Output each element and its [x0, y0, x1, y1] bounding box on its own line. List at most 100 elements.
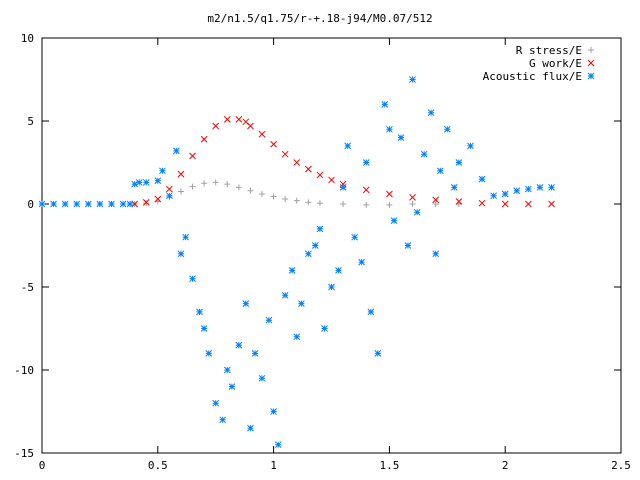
data-point: [224, 181, 231, 188]
data-point: [166, 192, 173, 200]
data-point: [142, 198, 150, 206]
data-point: [404, 242, 412, 249]
data-point: [73, 200, 81, 208]
data-point: [119, 200, 127, 208]
data-point: [390, 217, 398, 224]
data-point: [432, 201, 439, 207]
data-point: [228, 383, 236, 390]
data-point: [328, 283, 335, 291]
x-tick-label: 2.5: [611, 459, 631, 472]
data-point: [432, 196, 440, 204]
data-point: [293, 333, 301, 341]
series-0: [131, 179, 462, 208]
data-point: [436, 167, 444, 175]
data-point: [223, 366, 231, 374]
data-point: [281, 150, 289, 158]
y-tick-label: -15: [14, 447, 34, 460]
data-point: [351, 233, 359, 241]
data-point: [242, 300, 250, 307]
data-point: [182, 233, 189, 241]
data-point: [258, 374, 266, 382]
data-point: [420, 150, 428, 158]
data-point: [142, 179, 150, 186]
axes: 0 0.5 1 1.5 2 2.5 -15 -10 -5 0 5 10: [14, 32, 631, 472]
data-point: [177, 170, 185, 178]
series-2: [38, 76, 555, 449]
data-point: [450, 184, 458, 191]
data-point: [159, 167, 166, 175]
data-point: [409, 194, 416, 201]
data-point: [189, 183, 196, 190]
data-point: [251, 350, 259, 357]
data-point: [223, 115, 231, 123]
data-point: [235, 341, 243, 349]
data-point: [344, 142, 352, 150]
data-point: [409, 201, 416, 207]
data-point: [386, 201, 393, 208]
data-point: [50, 200, 57, 208]
data-point: [432, 250, 440, 258]
legend-marker: [587, 59, 595, 67]
data-point: [381, 101, 389, 108]
data-point: [413, 208, 421, 216]
data-point: [467, 142, 474, 150]
data-point: [443, 125, 451, 133]
data-point: [177, 250, 185, 258]
data-point: [358, 258, 365, 266]
x-tick-label: 1: [270, 459, 277, 472]
data-point: [212, 179, 219, 186]
data-point: [455, 198, 463, 205]
data-point: [201, 180, 208, 187]
data-point: [409, 76, 416, 83]
data-point: [316, 171, 324, 179]
legend-marker: [588, 47, 594, 53]
data-point: [270, 140, 277, 148]
data-point: [212, 399, 220, 407]
data-point: [247, 122, 254, 130]
data-point: [305, 199, 312, 206]
data-point: [397, 134, 405, 141]
y-tick-label: 5: [27, 115, 34, 128]
data-point: [247, 187, 254, 194]
data-point: [235, 184, 242, 191]
data-point: [126, 200, 134, 208]
data-point: [293, 197, 300, 204]
data-point: [235, 115, 243, 123]
data-point: [177, 188, 184, 195]
data-point: [548, 184, 555, 191]
chart-title: m2/n1.5/q1.75/r-+.18-j94/M0.07/512: [207, 12, 432, 25]
data-point: [265, 316, 273, 324]
data-point: [212, 122, 220, 130]
data-point: [196, 308, 203, 316]
y-tick-label: 0: [27, 198, 34, 211]
data-point: [340, 201, 347, 207]
data-point: [536, 184, 544, 191]
data-point: [525, 185, 532, 193]
data-point: [135, 179, 143, 186]
series-1: [131, 115, 555, 208]
data-point: [362, 159, 370, 166]
data-point: [258, 130, 266, 138]
data-point: [335, 267, 342, 274]
data-point: [200, 325, 208, 332]
data-point: [274, 441, 282, 449]
legend-label: Acoustic flux/E: [483, 70, 582, 83]
x-tick-label: 0.5: [148, 459, 168, 472]
data-point: [154, 177, 162, 185]
data-point: [501, 200, 509, 208]
data-point: [247, 424, 254, 432]
data-point: [490, 192, 497, 200]
data-point: [478, 175, 486, 183]
data-point: [501, 190, 509, 198]
data-point: [525, 200, 532, 208]
plot-frame: [41, 37, 622, 454]
data-point: [166, 185, 173, 193]
data-point: [367, 308, 375, 316]
data-point: [293, 159, 301, 166]
data-point: [328, 176, 335, 184]
data-point: [108, 200, 115, 208]
x-tick-label: 1.5: [379, 459, 399, 472]
data-point: [363, 201, 370, 208]
data-point: [172, 147, 180, 155]
data-point: [281, 291, 289, 299]
